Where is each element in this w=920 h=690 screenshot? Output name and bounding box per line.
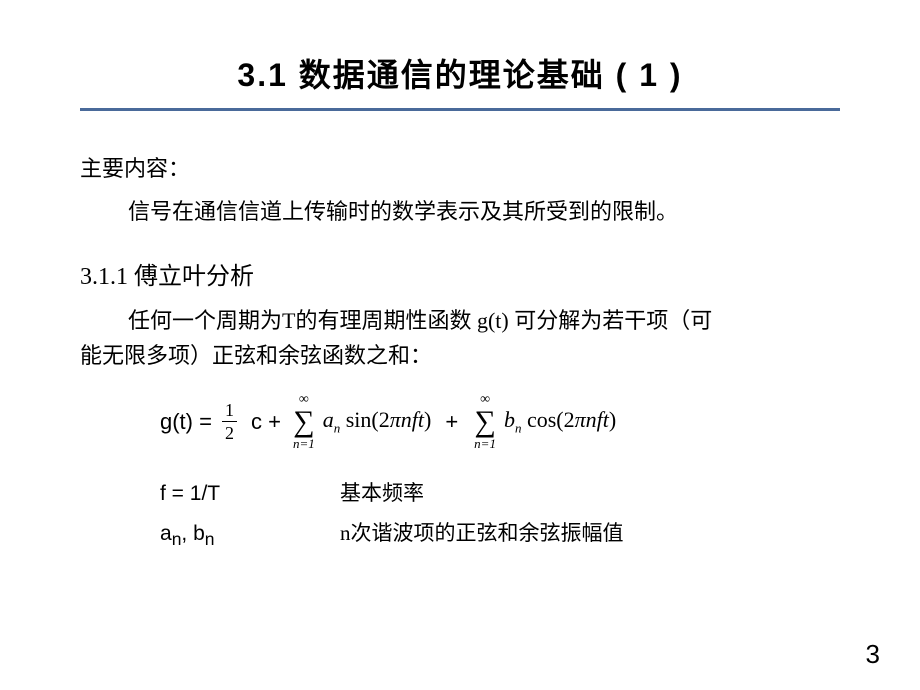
def-row-ab: an, bn n次谐波项的正弦和余弦振幅值 bbox=[160, 514, 840, 556]
def-val-f: 基本频率 bbox=[340, 474, 424, 514]
def-key-f: f = 1/T bbox=[160, 474, 340, 514]
para-line-1: 任何一个周期为T的有理周期性函数 g(t) 可分解为若干项（可 bbox=[128, 308, 712, 333]
summation-2: ∞ ∑ n=1 bbox=[474, 393, 496, 450]
frac-den: 2 bbox=[222, 422, 237, 442]
section-description: 信号在通信信道上传输时的数学表示及其所受到的限制。 bbox=[128, 195, 840, 228]
summation-1: ∞ ∑ n=1 bbox=[293, 393, 315, 450]
def-row-f: f = 1/T 基本频率 bbox=[160, 474, 840, 514]
formula-c: c + bbox=[251, 409, 281, 435]
paragraph: 任何一个周期为T的有理周期性函数 g(t) 可分解为若干项（可 能无限多项）正弦… bbox=[80, 303, 840, 373]
definitions: f = 1/T 基本频率 an, bn n次谐波项的正弦和余弦振幅值 bbox=[160, 474, 840, 556]
fraction-half: 1 2 bbox=[222, 401, 237, 442]
para-line-2: 能无限多项）正弦和余弦函数之和： bbox=[80, 343, 432, 368]
slide: 3.1 数据通信的理论基础 ( 1 ) 主要内容： 信号在通信信道上传输时的数学… bbox=[0, 0, 920, 690]
page-number: 3 bbox=[866, 639, 880, 670]
title-rule bbox=[80, 108, 840, 111]
formula-lhs: g(t) = bbox=[160, 409, 212, 435]
sum2-bot: n=1 bbox=[474, 437, 496, 450]
def-key-ab: an, bn bbox=[160, 514, 340, 556]
term-2: bn cos(2πnft) bbox=[504, 407, 616, 436]
sigma-icon: ∑ bbox=[293, 407, 314, 437]
slide-title: 3.1 数据通信的理论基础 ( 1 ) bbox=[80, 50, 840, 96]
plus: + bbox=[445, 409, 458, 435]
frac-num: 1 bbox=[222, 401, 237, 422]
section-label: 主要内容： bbox=[80, 151, 840, 183]
term-1: an sin(2πnft) bbox=[323, 407, 432, 436]
def-val-ab: n次谐波项的正弦和余弦振幅值 bbox=[340, 514, 624, 556]
subsection-heading: 3.1.1 傅立叶分析 bbox=[80, 256, 840, 291]
sum1-bot: n=1 bbox=[293, 437, 315, 450]
sigma-icon: ∑ bbox=[474, 407, 495, 437]
fourier-formula: g(t) = 1 2 c + ∞ ∑ n=1 an sin(2πnft) + ∞… bbox=[160, 393, 840, 450]
